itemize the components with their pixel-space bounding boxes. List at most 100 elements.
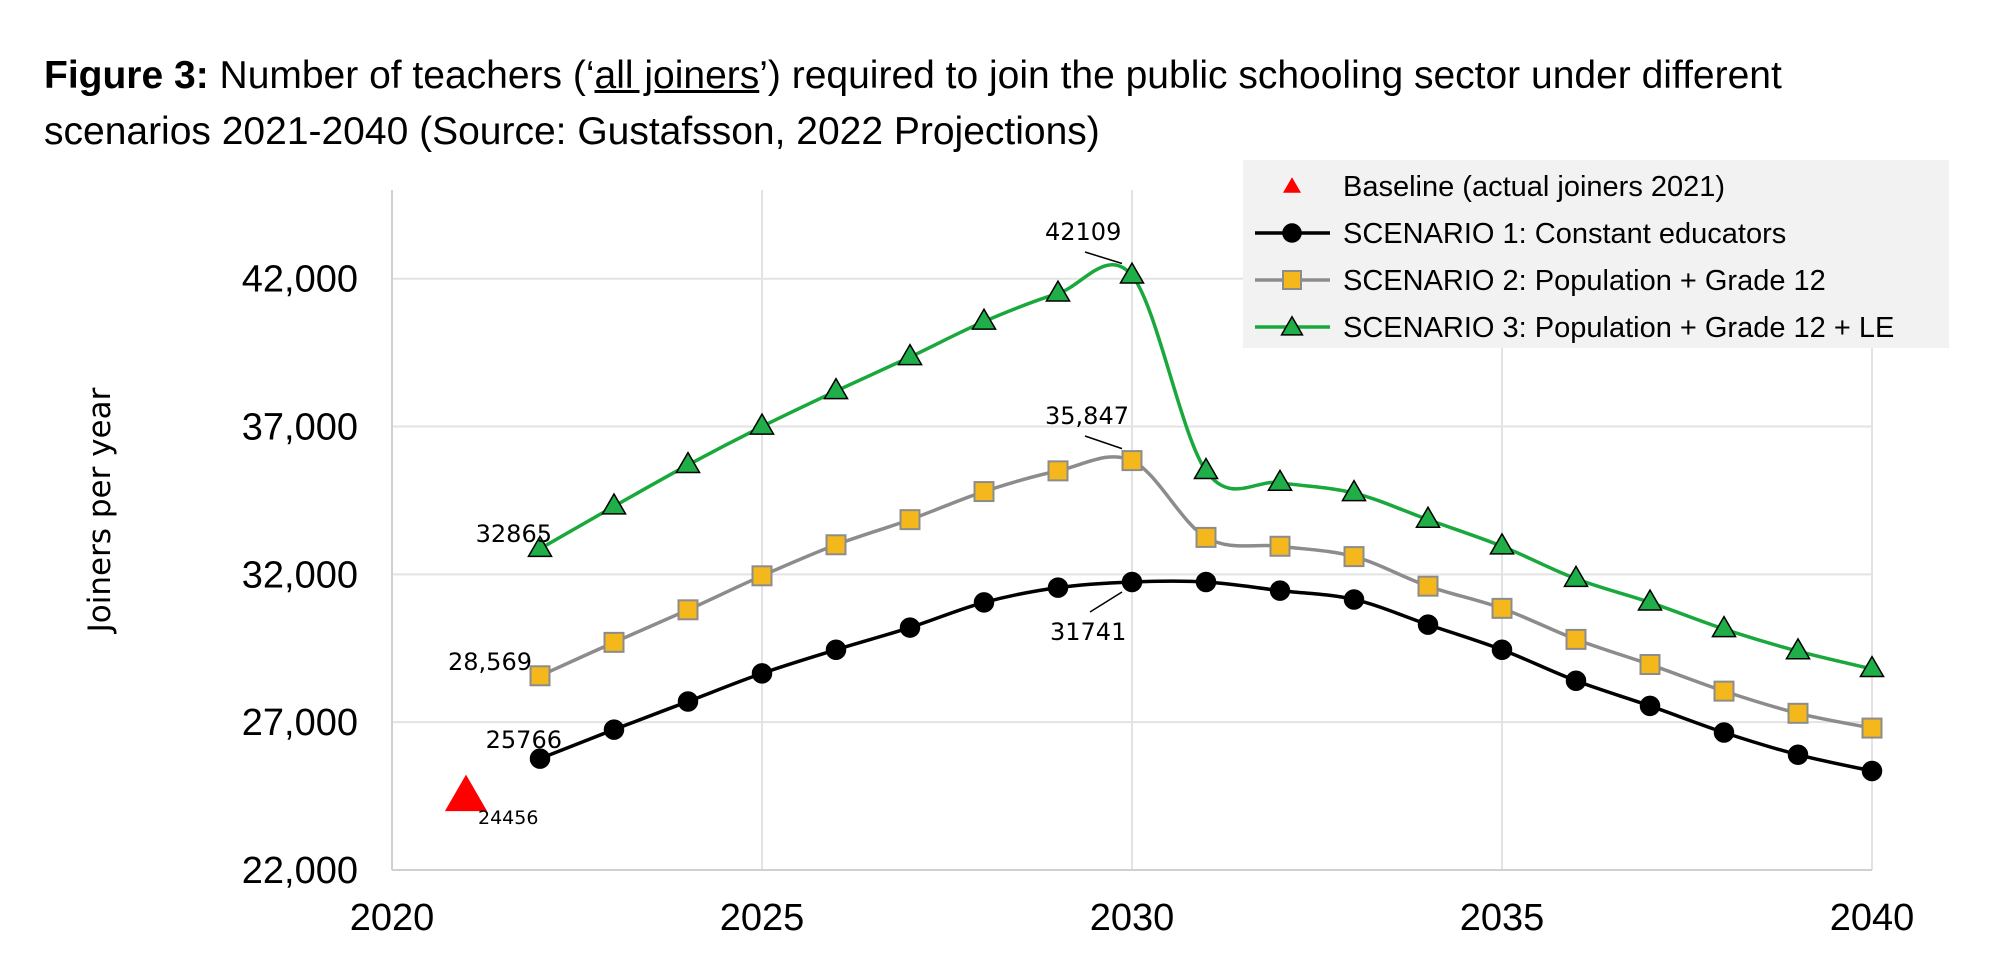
- data-point: [1047, 460, 1069, 482]
- data-point: [1639, 654, 1661, 676]
- data-point: [1417, 614, 1439, 635]
- data-point: [1121, 571, 1143, 593]
- data-point: [529, 748, 551, 769]
- legend-marker: [1282, 177, 1302, 193]
- y-tick-label: 32,000: [242, 554, 358, 596]
- figure-title: Figure 3: Number of teachers (‘all joine…: [44, 48, 1944, 160]
- leader-line: [1089, 591, 1123, 613]
- legend-item: SCENARIO 1: Constant educators: [1255, 218, 1786, 250]
- series-baseline: [444, 774, 488, 812]
- data-point: [751, 565, 773, 587]
- data-point: [677, 599, 699, 621]
- title-text-pre: Number of teachers (‘: [208, 54, 595, 97]
- legend-marker: [1282, 223, 1302, 243]
- data-point: [1267, 468, 1293, 492]
- data-point: [1637, 588, 1663, 611]
- data-point: [897, 343, 923, 366]
- legend: Baseline (actual joiners 2021) SCENARIO 1…: [1243, 160, 1949, 348]
- leader-line: [1084, 251, 1123, 265]
- data-point: [1417, 575, 1439, 597]
- data-label: 25766: [486, 726, 562, 754]
- series-scenario-2: [529, 450, 1883, 739]
- series-line: [539, 455, 1873, 730]
- data-label: 35,847: [1045, 402, 1129, 430]
- data-point: [529, 665, 551, 687]
- data-point: [1713, 722, 1735, 743]
- data-point: [1341, 479, 1367, 502]
- data-point: [527, 534, 553, 558]
- data-point: [603, 631, 625, 653]
- data-label: 31741: [1050, 618, 1126, 646]
- data-point: [1565, 628, 1587, 650]
- data-point: [973, 481, 995, 503]
- data-point: [1713, 680, 1735, 702]
- y-tick-label: 27,000: [242, 702, 358, 744]
- data-point: [1859, 655, 1885, 678]
- x-tick-label: 2030: [1090, 897, 1175, 939]
- series-scenario-1: [529, 571, 1883, 782]
- x-tick-label: 2035: [1460, 897, 1545, 939]
- data-point: [1269, 580, 1291, 601]
- data-point: [1489, 532, 1515, 555]
- data-point: [1343, 589, 1365, 610]
- legend-item: Baseline (actual joiners 2021): [1282, 171, 1725, 203]
- data-label: 42109: [1045, 218, 1121, 246]
- legend-label: SCENARIO 2: Population + Grade 12: [1343, 265, 1826, 297]
- data-point: [1195, 526, 1217, 548]
- data-point: [1195, 571, 1217, 593]
- y-tick-label: 37,000: [242, 407, 358, 449]
- y-tick-label: 22,000: [242, 850, 358, 892]
- legend-item: SCENARIO 2: Population + Grade 12: [1255, 265, 1826, 297]
- data-point: [1785, 637, 1811, 660]
- leader-line: [1084, 435, 1123, 450]
- series-layer: [444, 261, 1885, 812]
- x-tick-label: 2025: [720, 897, 805, 939]
- legend-label: Baseline (actual joiners 2021): [1343, 171, 1725, 203]
- data-point: [675, 451, 701, 474]
- data-point: [1415, 505, 1441, 528]
- data-point: [825, 639, 847, 660]
- data-point: [749, 412, 775, 435]
- data-point: [1861, 760, 1883, 782]
- figure-label: Figure 3:: [44, 54, 209, 97]
- data-point: [677, 691, 699, 712]
- axes: 22,000 27,000 32,000 37,000 42,000 2020 2025 20…: [242, 190, 1915, 939]
- data-point: [1121, 450, 1143, 472]
- title-text-post: ’) required to join the public schooling…: [44, 54, 1782, 153]
- legend-item: SCENARIO 3: Population + Grade 12 + LE: [1255, 312, 1894, 344]
- data-point: [825, 534, 847, 556]
- data-point: [899, 617, 921, 638]
- data-point: [971, 307, 997, 330]
- y-tick-label: 42,000: [242, 259, 358, 301]
- legend-label: SCENARIO 3: Population + Grade 12 + LE: [1343, 312, 1894, 344]
- data-point: [1045, 279, 1071, 302]
- data-point: [1565, 670, 1587, 692]
- data-point: [1269, 535, 1291, 557]
- data-point: [1193, 457, 1219, 480]
- data-point: [1711, 615, 1737, 638]
- data-point: [1639, 695, 1661, 717]
- data-point: [1563, 564, 1589, 588]
- legend-label: SCENARIO 1: Constant educators: [1343, 218, 1786, 250]
- data-point: [823, 377, 849, 400]
- data-point: [973, 592, 995, 613]
- data-point: [1861, 717, 1883, 739]
- data-point: [1491, 597, 1513, 619]
- data-label: 32865: [476, 520, 552, 548]
- data-point: [603, 719, 625, 740]
- baseline-point: [444, 774, 488, 812]
- x-tick-label: 2020: [350, 897, 435, 939]
- data-point: [899, 509, 921, 531]
- data-label: 24456: [478, 807, 538, 829]
- y-axis-label: Joiners per year: [82, 387, 118, 634]
- data-point: [751, 663, 773, 684]
- legend-box: [1243, 160, 1949, 348]
- data-labels: 42109 35,847 31741 32865 28,569 25766 24456: [448, 218, 1129, 829]
- data-point: [1787, 702, 1809, 724]
- data-point: [1491, 639, 1513, 660]
- data-point: [1787, 744, 1809, 765]
- data-point: [601, 492, 627, 515]
- x-tick-label: 2040: [1830, 897, 1915, 939]
- data-point: [1119, 261, 1145, 284]
